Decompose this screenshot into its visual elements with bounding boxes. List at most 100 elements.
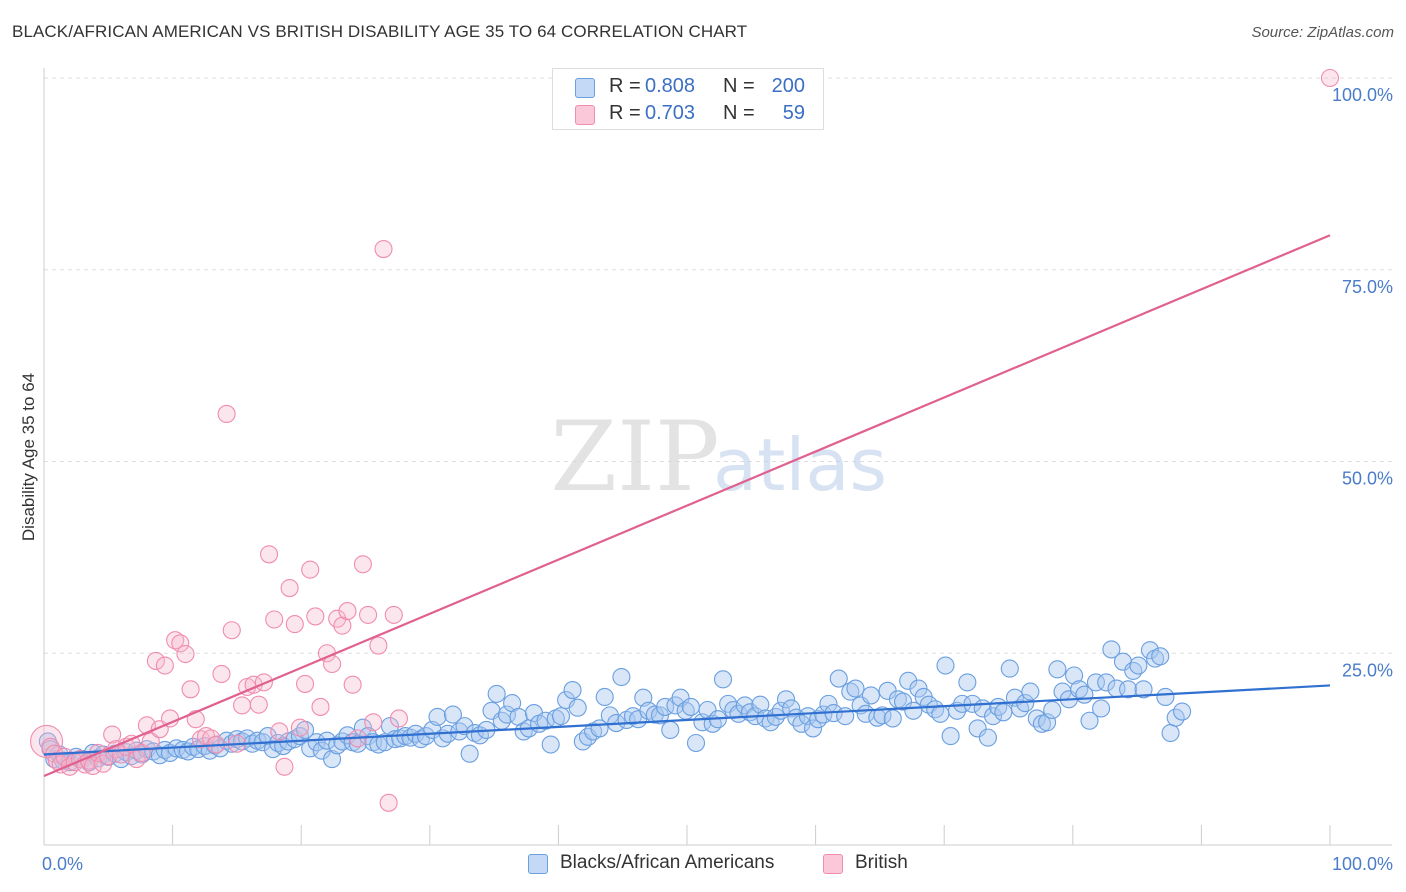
point-blacks [713, 670, 733, 689]
point-blacks [1151, 647, 1170, 666]
point-blacks [285, 730, 304, 749]
point-blacks [1161, 723, 1180, 743]
point-british [353, 555, 372, 574]
point-british [259, 545, 279, 564]
legend-n-value: 200 [771, 75, 805, 97]
point-blacks [1086, 673, 1105, 692]
point-blacks [1000, 659, 1019, 678]
legend-r-value: 0.808 [645, 75, 696, 97]
point-british [141, 732, 160, 751]
point-british [359, 605, 378, 624]
point-british [301, 560, 320, 579]
trend-line-blacks [43, 684, 1331, 756]
legend-n-label: N = [723, 102, 755, 124]
point-british [176, 644, 195, 664]
point-blacks [1027, 709, 1046, 728]
legend-r-label: R = [609, 102, 641, 124]
point-blacks [846, 679, 865, 698]
legend-r-label: R = [609, 75, 641, 97]
series-british-points [30, 68, 1340, 812]
point-blacks [497, 705, 517, 724]
point-blacks [353, 718, 372, 737]
point-blacks [650, 706, 670, 725]
legend-n-label: N = [723, 75, 755, 97]
point-british [338, 602, 357, 621]
point-british [389, 709, 408, 728]
point-blacks [1048, 660, 1067, 679]
point-british [374, 239, 393, 259]
point-blacks [776, 690, 796, 709]
point-blacks [1097, 673, 1116, 692]
point-blacks [661, 720, 680, 740]
point-blacks [1119, 680, 1138, 699]
point-british [222, 621, 241, 640]
point-blacks [792, 714, 811, 733]
point-blacks [873, 706, 892, 725]
point-blacks [941, 727, 960, 746]
point-blacks [841, 682, 860, 701]
source-credit: Source: ZipAtlas.com [1251, 24, 1394, 41]
y-tick-label: 100.0% [1332, 85, 1393, 105]
point-blacks [1080, 711, 1099, 730]
series-blacks-points [38, 640, 1192, 772]
point-blacks [595, 687, 614, 707]
point-blacks [984, 707, 1003, 726]
point-blacks [1140, 641, 1160, 660]
point-blacks [487, 684, 506, 703]
point-blacks [936, 656, 955, 675]
point-british [181, 680, 200, 699]
point-british [285, 615, 304, 634]
point-blacks [460, 744, 479, 763]
watermark-zip: ZIP [550, 401, 719, 513]
point-blacks [514, 722, 533, 741]
legend-label-blacks: Blacks/African Americans [560, 852, 775, 873]
point-british [311, 697, 330, 716]
point-british [171, 634, 190, 653]
point-blacks [761, 713, 780, 732]
point-blacks [443, 705, 462, 724]
point-blacks [428, 707, 447, 726]
correlation-legend: R = 0.808 N = 200 R = 0.703 N = 59 [552, 68, 824, 130]
point-british [379, 793, 398, 812]
point-blacks [751, 695, 770, 714]
point-blacks [563, 681, 582, 700]
point-blacks [829, 669, 848, 688]
legend-swatch-pink [575, 105, 595, 125]
legend-r-value: 0.703 [645, 102, 696, 124]
point-blacks [1124, 661, 1143, 680]
point-blacks [968, 719, 987, 738]
point-blacks [978, 728, 997, 747]
point-blacks [375, 733, 394, 752]
point-blacks [782, 699, 801, 718]
point-blacks [931, 704, 950, 723]
axes [43, 68, 1392, 846]
y-tick-label: 50.0% [1342, 469, 1393, 489]
point-british [384, 605, 403, 624]
point-blacks [883, 709, 902, 728]
point-british [369, 636, 388, 655]
chart-title: BLACK/AFRICAN AMERICAN VS BRITISH DISABI… [12, 22, 748, 41]
trend-lines [43, 234, 1331, 777]
point-blacks [893, 692, 913, 711]
point-blacks [899, 671, 918, 690]
grid-lines [44, 77, 1392, 654]
point-blacks [645, 705, 664, 724]
legend-swatch-blue [528, 854, 548, 874]
tick-labels: 25.0% 50.0% 75.0% 100.0% 0.0% 100.0% [42, 85, 1393, 874]
point-blacks [1156, 687, 1175, 707]
trend-line-british [43, 234, 1331, 777]
legend-swatch-pink [823, 854, 843, 874]
point-blacks [551, 707, 571, 726]
point-blacks [323, 750, 342, 769]
point-blacks [1129, 656, 1148, 675]
point-blacks [155, 740, 174, 759]
point-blacks [686, 733, 706, 753]
point-british [265, 610, 284, 629]
point-blacks [1092, 699, 1111, 718]
point-british [249, 695, 268, 714]
point-blacks [1021, 682, 1040, 701]
y-tick-label: 75.0% [1342, 277, 1393, 297]
point-british [275, 757, 294, 776]
point-blacks [909, 679, 928, 698]
x-tick-label: 0.0% [42, 854, 83, 874]
